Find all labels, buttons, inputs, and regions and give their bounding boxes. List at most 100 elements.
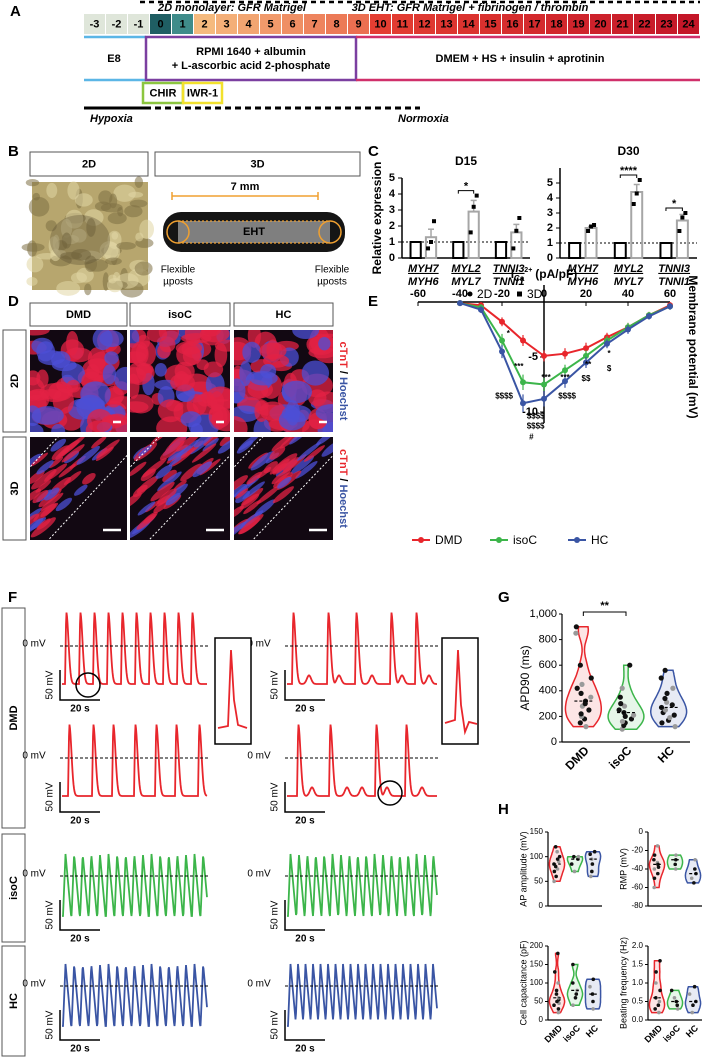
data-point [426,246,431,251]
row-label: isoC [8,876,20,900]
header-label: HC [276,309,292,321]
data-point [683,211,688,215]
y-tick-label: 800 [539,634,557,646]
image-texture [106,278,123,293]
cell [114,366,127,391]
phase-label: 2D monolayer: GFR Matrigel [157,2,307,14]
cell [37,350,66,366]
data-point [693,867,697,871]
day-label: 13 [440,18,452,30]
data-point [556,981,560,985]
zero-label: 0 mV [247,639,271,650]
day-cell [150,14,171,34]
data-point [468,230,473,235]
data-point [573,624,579,630]
day-label: 1 [179,18,185,30]
image-texture [113,184,136,202]
zero-label: 0 mV [22,979,46,990]
data-point [583,359,589,366]
data-point [578,690,584,696]
cell [279,437,303,449]
day-label: 22 [638,18,650,30]
data-point [625,326,631,333]
post-label: Flexible [161,265,196,276]
cell [50,438,67,452]
y-tick-label: 1.0 [632,978,644,987]
cell [75,397,105,410]
bar [568,242,582,259]
data-point [569,862,574,866]
scale-label: 50 mV [270,1010,281,1039]
cell [234,483,248,497]
stain-part: cTnT [337,449,349,476]
day-label: -2 [112,18,122,30]
data-point [552,879,556,884]
image-texture [45,220,57,232]
length-label: 7 mm [231,181,260,193]
day-cell [370,14,391,34]
row-box [1,607,26,829]
scale-label: 20 s [295,816,315,827]
day-cell [612,14,633,34]
scale-label: 20 s [70,816,90,827]
annotation: $$$$ [558,392,576,401]
cell [272,486,294,504]
data-point [555,849,559,854]
molecule-label: IWR-1 [187,87,218,99]
cell [256,485,281,505]
post-label: µposts [317,277,347,288]
data-point [654,981,658,985]
bar [409,241,422,259]
significance-label: * [672,198,677,210]
data-point [457,300,463,307]
legend-marker [517,291,522,297]
y-tick-label: 5 [547,177,553,189]
data-point [552,970,557,974]
day-label: 24 [682,18,695,30]
data-point [588,694,594,700]
cell [150,481,175,502]
y-tick-label: 0.5 [632,997,644,1006]
data-point [591,1007,595,1011]
cell [193,437,215,448]
significance-bracket [619,174,638,178]
data-point [554,988,559,993]
day-label: 8 [333,18,339,30]
cell [253,418,271,432]
image-texture [94,201,112,212]
zero-label: 0 mV [22,869,46,880]
x-tick-label: -20 [494,288,510,300]
row-box [1,833,26,943]
cell [257,466,272,479]
cell [272,463,287,475]
x-tick-label: MYL2 [614,263,643,275]
panel-label: D [8,293,19,310]
y-axis-label: Beating frequency (Hz) [618,937,628,1029]
y-tick-label: -5 [528,351,538,363]
y-tick-label: 2.0 [632,941,644,950]
annotation: *** [541,373,551,382]
data-point [520,400,526,407]
cell [238,437,260,451]
cell [156,416,188,432]
data-point [578,711,584,717]
x-tick-label: HC [684,1023,701,1040]
cell [91,437,107,449]
cell [318,336,331,351]
image-texture [74,193,93,207]
data-point [553,845,558,849]
cell [154,363,167,377]
cell [271,468,292,485]
annotation: * [507,329,511,338]
cell [165,492,181,506]
day-label: 9 [355,18,361,30]
medium-label: + L-ascorbic acid 2-phosphate [172,60,331,72]
cell [281,380,313,404]
scale-bar [59,670,100,701]
image-texture [107,212,127,225]
y-tick-label: 0 [551,736,557,748]
scale-label: 20 s [70,934,90,945]
image-texture [134,176,144,188]
scale-label: 50 mV [270,782,281,811]
day-cell [282,14,303,34]
